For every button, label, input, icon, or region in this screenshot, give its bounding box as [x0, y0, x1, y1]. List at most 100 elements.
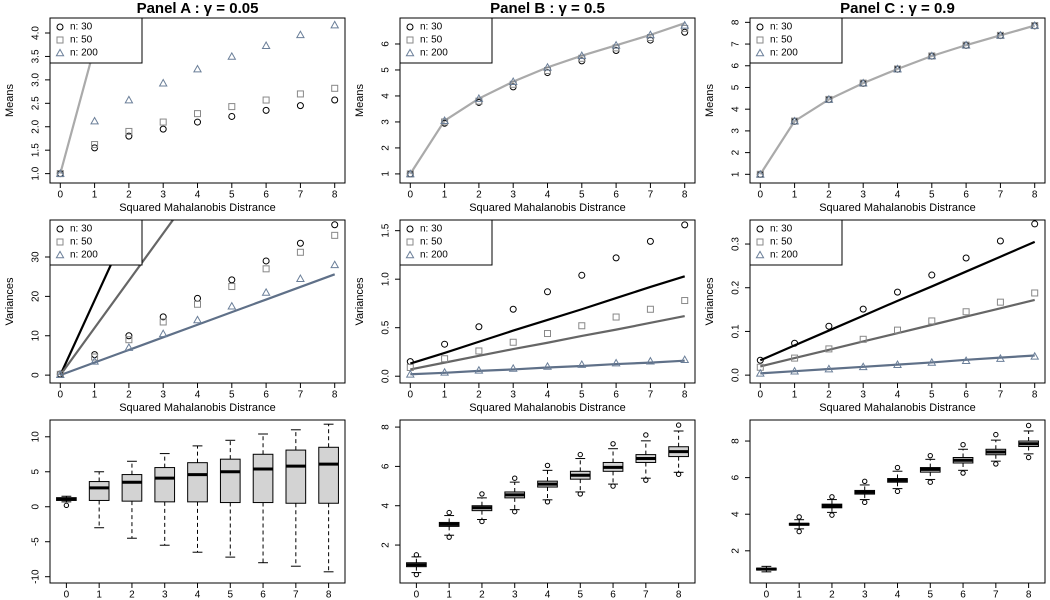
plot-frame [399, 419, 696, 584]
legend-marker [756, 23, 764, 31]
box [121, 474, 143, 502]
point [228, 112, 236, 120]
x-tick-label: 0 [758, 390, 764, 401]
legend-box [399, 17, 493, 64]
legend-label: n: 200 [70, 250, 98, 261]
y-tick-label: 20 [31, 290, 42, 302]
point [577, 359, 587, 368]
point [262, 96, 270, 104]
y-tick-label: -10 [31, 569, 42, 584]
point [961, 40, 971, 49]
y-tick-label: 2 [381, 542, 392, 548]
panel: Panel A : γ = 0.05 Means Squared Mahalanob… [4, 0, 346, 214]
y-tick-label: 3.0 [31, 72, 42, 86]
outlier [862, 499, 868, 506]
point [475, 347, 483, 355]
point [405, 169, 415, 178]
point [262, 257, 270, 265]
y-tick-label: 1.5 [381, 223, 392, 237]
point [509, 338, 517, 346]
point [645, 30, 655, 39]
y-tick-label: 0.2 [731, 280, 742, 294]
y-axis-label: Variances [4, 277, 16, 326]
x-tick-label: 7 [298, 390, 304, 401]
point [612, 254, 620, 262]
y-tick-label: 1.0 [31, 166, 42, 180]
x-tick-label: 2 [126, 390, 132, 401]
point [508, 77, 518, 85]
point [1031, 220, 1039, 228]
plot-frame [49, 419, 346, 584]
point [125, 332, 133, 340]
panel: -10 -5 0 5 10 0 1 2 3 4 5 6 7 8 [31, 419, 346, 600]
x-tick-label: 6 [263, 390, 269, 401]
reference-line [59, 220, 133, 376]
outlier [577, 451, 583, 458]
y-tick-label: 0.0 [381, 369, 392, 383]
outlier [577, 491, 583, 497]
panel: Panel C : γ = 0.9 Means Squared Mahalanobi… [704, 0, 1046, 214]
x-tick-label: 7 [643, 590, 649, 600]
y-tick-label: 6 [731, 474, 742, 480]
point [55, 169, 65, 177]
point [296, 90, 304, 98]
x-tick-label: 5 [229, 190, 235, 201]
x-tick-label: 6 [963, 190, 969, 201]
y-axis-label: Means [4, 83, 16, 117]
outlier [446, 509, 452, 516]
reference-line [409, 275, 686, 365]
point [995, 30, 1005, 39]
legend-label: n: 50 [770, 237, 793, 248]
point [612, 313, 620, 321]
point [125, 132, 133, 140]
point [858, 362, 868, 371]
plot-area [405, 221, 690, 378]
point [91, 353, 99, 361]
point [893, 64, 902, 73]
point [159, 118, 167, 126]
panel: 2 4 6 8 0 1 2 3 4 5 6 7 8 [381, 419, 696, 600]
y-tick-label: 4 [381, 93, 392, 99]
y-tick-label: 1 [381, 171, 392, 177]
x-tick-label: 2 [826, 190, 832, 201]
x-tick-label: 3 [860, 390, 866, 401]
x-tick-label: 3 [160, 190, 166, 201]
plot-frame [49, 219, 346, 384]
point [406, 358, 414, 366]
x-tick-label: 3 [862, 590, 868, 600]
legend-marker [55, 48, 65, 57]
x-axis-label: Squared Mahalanobis Distrance [469, 402, 626, 414]
reference-line [760, 354, 1035, 375]
legend: n: 30 n: 50 n: 200 [749, 17, 843, 64]
y-tick-label: 5 [31, 469, 42, 475]
y-tick-label: 4.0 [31, 26, 42, 40]
x-tick-label: 5 [929, 190, 935, 201]
y-tick-label: 2 [731, 548, 742, 554]
reference-line [59, 273, 336, 377]
point [158, 329, 168, 338]
x-tick-label: 8 [682, 190, 688, 201]
y-tick-label: 0 [31, 372, 42, 378]
y-tick-label: 3 [731, 128, 742, 134]
y-tick-label: 4 [381, 503, 392, 509]
outlier [894, 464, 901, 471]
x-tick-label: 1 [442, 190, 448, 201]
point [544, 330, 551, 338]
point [543, 62, 552, 71]
x-tick-label: 4 [895, 390, 901, 401]
point [962, 308, 970, 316]
y-tick-label: 0 [31, 504, 42, 510]
legend-marker [56, 36, 64, 44]
x-tick-label: 0 [408, 190, 414, 201]
x-tick-label: 7 [648, 190, 654, 201]
point [124, 95, 134, 104]
legend-label: n: 200 [420, 48, 448, 59]
point [475, 323, 483, 331]
x-tick-label: 3 [860, 190, 866, 201]
x-tick-label: 4 [895, 590, 901, 600]
legend: n: 30 n: 50 n: 200 [399, 219, 493, 266]
y-tick-label: 4 [731, 106, 742, 112]
point [681, 297, 689, 305]
point [756, 356, 764, 364]
